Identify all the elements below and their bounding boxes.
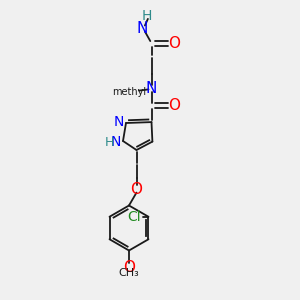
Text: Cl: Cl bbox=[128, 210, 141, 224]
Text: N: N bbox=[110, 136, 121, 149]
Text: N: N bbox=[146, 81, 157, 96]
Text: CH₃: CH₃ bbox=[118, 268, 140, 278]
Text: O: O bbox=[123, 260, 135, 274]
Text: H: H bbox=[104, 136, 114, 149]
Text: O: O bbox=[168, 36, 180, 51]
Text: H: H bbox=[142, 10, 152, 23]
Text: N: N bbox=[137, 21, 148, 36]
Text: N: N bbox=[113, 115, 124, 128]
Text: O: O bbox=[130, 182, 142, 196]
Text: methyl: methyl bbox=[112, 86, 146, 97]
Text: O: O bbox=[168, 98, 180, 113]
